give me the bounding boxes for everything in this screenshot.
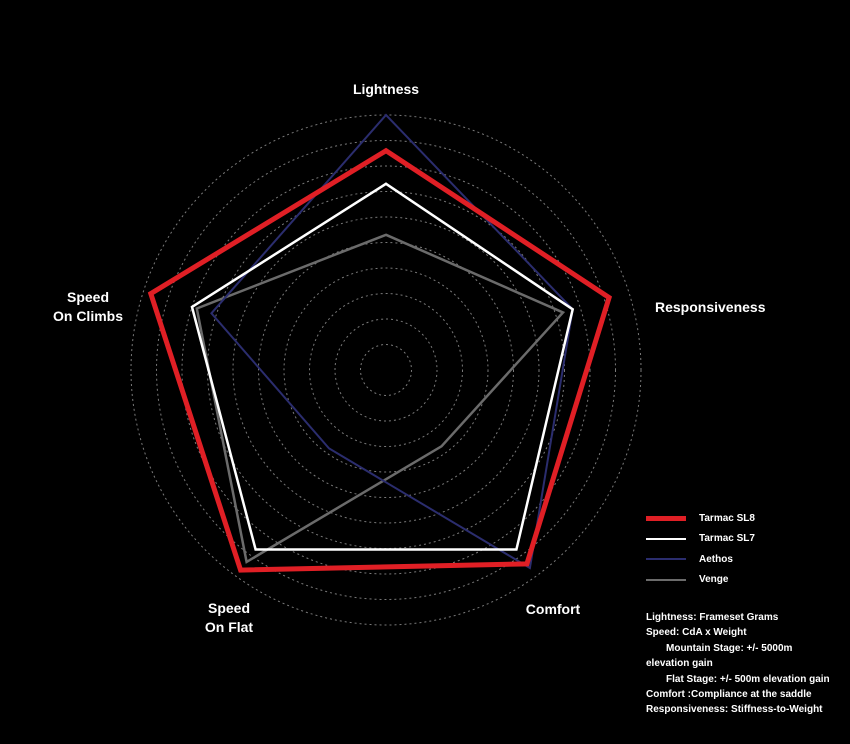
legend-swatch-venge <box>646 578 686 581</box>
grid-circle <box>360 344 412 396</box>
legend-item-aethos: Aethos <box>646 549 846 570</box>
legend-label: Venge <box>699 574 729 586</box>
note-responsiveness: Responsiveness: Stiffness-to-Weight <box>646 704 823 716</box>
chart-legend: Tarmac SL8 Tarmac SL7 Aethos Venge <box>646 508 846 590</box>
legend-label: Tarmac SL7 <box>699 533 755 545</box>
legend-swatch-aethos <box>646 558 686 561</box>
radar-series-layer <box>147 113 613 573</box>
grid-circle <box>258 242 514 498</box>
axis-label-responsiveness: Responsiveness <box>655 299 766 315</box>
grid-circle <box>334 318 438 422</box>
axis-label-line: Speed <box>67 289 109 305</box>
grid-circle <box>181 165 591 575</box>
legend-item-venge: Venge <box>646 570 846 591</box>
axis-label-speed-on-flat: Speed On Flat <box>205 600 254 635</box>
series-aethos <box>210 113 574 570</box>
legend-label: Aethos <box>699 553 733 565</box>
grid-circle <box>156 140 616 600</box>
axis-label-line: Responsiveness <box>655 299 766 315</box>
radar-axis-labels: Lightness Responsiveness Comfort Speed On Fl… <box>53 81 766 635</box>
note-speed: Speed: CdA x Weight <box>646 627 747 639</box>
metric-definitions: Lightness: Frameset Grams Speed: CdA x W… <box>646 610 846 718</box>
legend-item-tarmac-sl7: Tarmac SL7 <box>646 529 846 550</box>
note-mountain-stage: Mountain Stage: +/- 5000m <box>666 642 793 654</box>
axis-label-line: Comfort <box>526 601 581 617</box>
note-mountain-stage-cont: elevation gain <box>646 658 713 670</box>
axis-label-line: Speed <box>208 600 250 616</box>
axis-label-line: On Climbs <box>53 308 123 324</box>
axis-label-line: Lightness <box>353 81 419 97</box>
legend-label: Tarmac SL8 <box>699 512 755 524</box>
series-tarmac-sl8 <box>147 147 613 573</box>
note-comfort: Comfort :Compliance at the saddle <box>646 689 812 701</box>
legend-swatch-tarmac-sl8 <box>646 515 686 521</box>
axis-label-line: On Flat <box>205 619 254 635</box>
grid-circle <box>232 216 540 524</box>
legend-item-tarmac-sl8: Tarmac SL8 <box>646 508 846 529</box>
grid-circle <box>309 293 463 447</box>
axis-label-speed-on-climbs: Speed On Climbs <box>53 289 123 324</box>
axis-label-comfort: Comfort <box>526 601 581 617</box>
series-tarmac-sl7 <box>190 182 575 551</box>
series-venge <box>195 233 566 564</box>
note-flat-stage: Flat Stage: +/- 500m elevation gain <box>666 673 830 685</box>
grid-circle <box>283 267 489 473</box>
legend-swatch-tarmac-sl7 <box>646 537 686 540</box>
note-lightness: Lightness: Frameset Grams <box>646 612 779 623</box>
axis-label-lightness: Lightness <box>353 81 419 97</box>
